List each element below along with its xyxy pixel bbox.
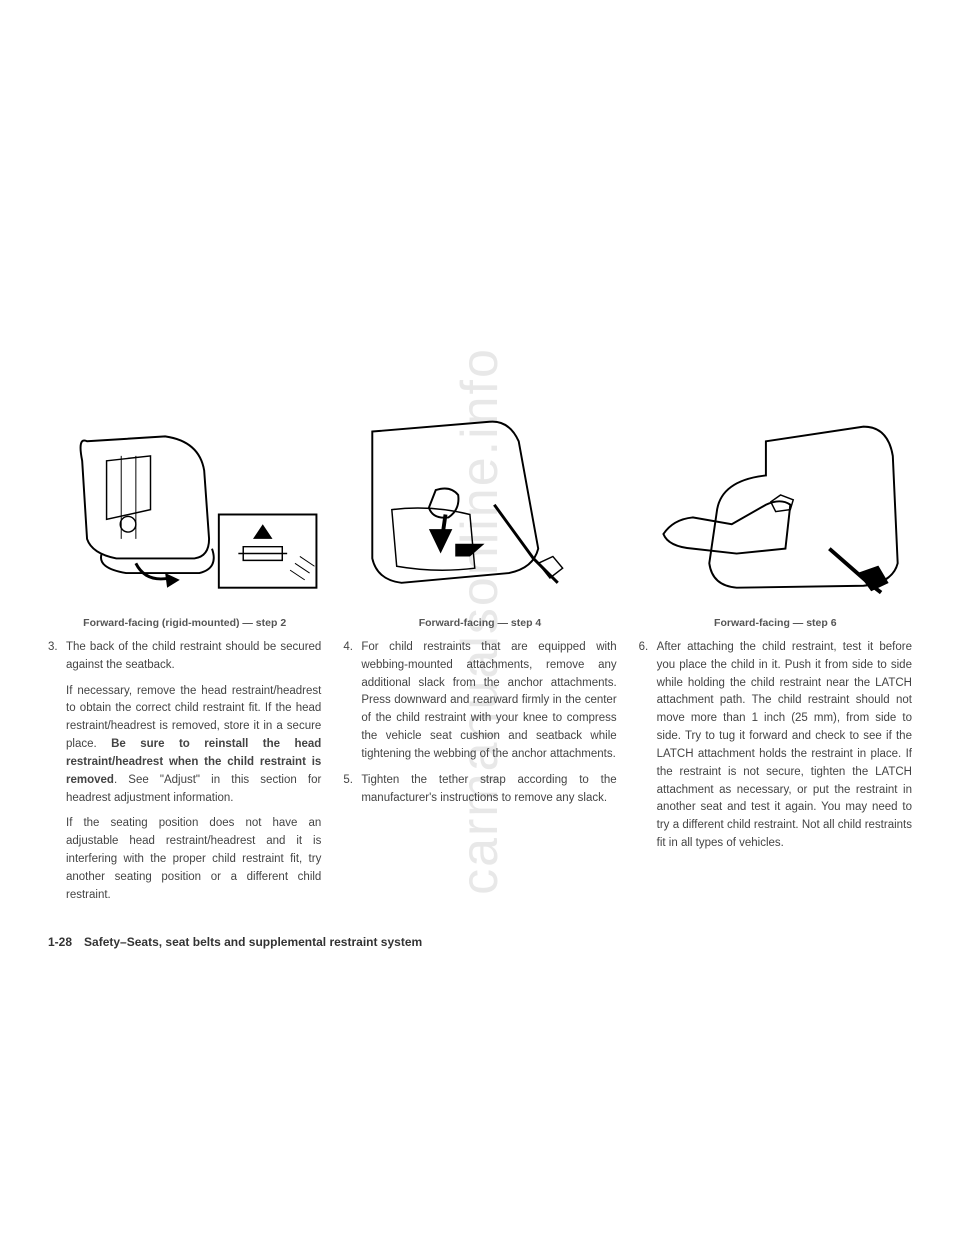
section-title: Safety–Seats, seat belts and supplementa… — [84, 935, 422, 949]
child-seat-rigid-icon — [48, 412, 321, 602]
list-item: 4. For child restraints that are equippe… — [343, 639, 616, 764]
illustration-step-6 — [639, 410, 912, 605]
list-number: 4. — [343, 639, 361, 764]
caption-2: Forward-facing — step 4 — [343, 617, 616, 629]
page-footer: 1-28 Safety–Seats, seat belts and supplem… — [48, 935, 422, 949]
list-item: 5. Tighten the tether strap according to… — [343, 772, 616, 808]
illustration-step-2 — [48, 410, 321, 605]
column-3: Forward-facing — step 6 6. After attachi… — [639, 410, 912, 912]
list-item: 6. After attaching the child restraint, … — [639, 639, 912, 853]
list-number: 5. — [343, 772, 361, 808]
list-text: Tighten the tether strap according to th… — [361, 772, 616, 808]
page-number: 1-28 — [48, 935, 72, 949]
list-text: After attaching the child restraint, tes… — [657, 639, 912, 853]
list-text: For child restraints that are equipped w… — [361, 639, 616, 764]
illustration-step-4 — [343, 410, 616, 605]
list-number: 6. — [639, 639, 657, 853]
main-content: Forward-facing (rigid-mounted) — step 2 … — [48, 410, 912, 912]
seat-test-icon — [639, 412, 912, 602]
list-text: The back of the child restraint should b… — [66, 639, 321, 675]
seat-webbing-icon — [343, 412, 616, 602]
list-number: 3. — [48, 639, 66, 675]
column-1: Forward-facing (rigid-mounted) — step 2 … — [48, 410, 321, 912]
caption-1: Forward-facing (rigid-mounted) — step 2 — [48, 617, 321, 629]
column-2: Forward-facing — step 4 4. For child res… — [343, 410, 616, 912]
list-item: 3. The back of the child restraint shoul… — [48, 639, 321, 675]
para-pre: If the seating position does not have an… — [66, 817, 321, 900]
paragraph: If the seating position does not have an… — [66, 815, 321, 904]
caption-3: Forward-facing — step 6 — [639, 617, 912, 629]
paragraph: If necessary, remove the head restraint/… — [66, 683, 321, 808]
